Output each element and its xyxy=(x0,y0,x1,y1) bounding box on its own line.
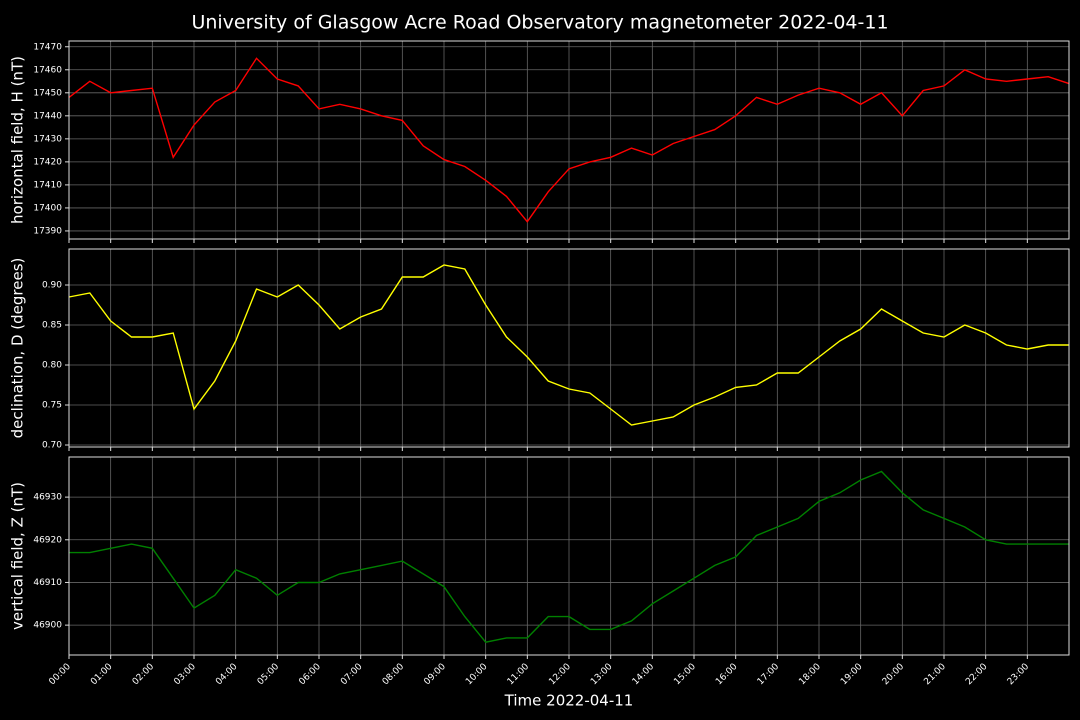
x-tick-label: 10:00 xyxy=(464,662,490,688)
data-line xyxy=(68,57,1070,223)
x-tick-label: 08:00 xyxy=(381,662,407,688)
x-tick-label: 16:00 xyxy=(714,662,740,688)
x-tick-label: 17:00 xyxy=(756,662,782,688)
y-tick-label: 17450 xyxy=(33,88,62,98)
x-tick-label: 00:00 xyxy=(47,662,73,688)
y-tick-label: 0.75 xyxy=(42,401,62,411)
x-tick-label: 07:00 xyxy=(339,662,365,688)
y-tick-label: 17470 xyxy=(33,42,62,52)
y-axis-label: vertical field, Z (nT) xyxy=(9,482,27,630)
x-tick-label: 23:00 xyxy=(1006,662,1032,688)
x-tick-label: 03:00 xyxy=(172,662,198,688)
x-tick-label: 09:00 xyxy=(422,662,448,688)
x-tick-label: 18:00 xyxy=(797,662,823,688)
y-axis-label: declination, D (degrees) xyxy=(9,258,27,439)
data-line xyxy=(69,470,1069,643)
data-line xyxy=(68,264,1069,426)
axes-frame xyxy=(68,456,1070,656)
x-tick-label: 01:00 xyxy=(89,662,115,688)
y-tick-label: 17400 xyxy=(33,203,62,213)
y-tick-label: 0.85 xyxy=(42,321,62,331)
y-tick-label: 0.70 xyxy=(42,441,62,451)
y-tick-label: 46930 xyxy=(33,493,62,503)
y-tick-label: 0.80 xyxy=(42,361,62,371)
x-tick-label: 11:00 xyxy=(506,662,532,688)
x-tick-label: 20:00 xyxy=(881,662,907,688)
y-tick-label: 17440 xyxy=(33,111,62,121)
y-tick-label: 46900 xyxy=(33,621,62,631)
y-tick-label: 46920 xyxy=(33,535,62,545)
y-axis-label: horizontal field, H (nT) xyxy=(9,56,27,224)
axes-frame xyxy=(68,40,1070,240)
x-tick-label: 05:00 xyxy=(256,662,282,688)
x-tick-label: 15:00 xyxy=(672,662,698,688)
x-tick-label: 14:00 xyxy=(631,662,657,688)
x-axis-label: Time 2022-04-11 xyxy=(504,692,634,710)
axes-frame xyxy=(68,248,1070,448)
x-tick-label: 02:00 xyxy=(131,662,157,688)
chart-title: University of Glasgow Acre Road Observat… xyxy=(191,12,888,34)
y-tick-label: 46910 xyxy=(33,578,62,588)
x-tick-label: 22:00 xyxy=(964,662,990,688)
y-tick-label: 17460 xyxy=(33,65,62,75)
x-tick-label: 06:00 xyxy=(297,662,323,688)
y-tick-label: 17410 xyxy=(33,180,62,190)
y-tick-label: 17390 xyxy=(33,226,62,236)
x-tick-label: 21:00 xyxy=(922,662,948,688)
x-tick-label: 19:00 xyxy=(839,662,865,688)
x-tick-label: 12:00 xyxy=(547,662,573,688)
x-tick-label: 13:00 xyxy=(589,662,615,688)
y-tick-label: 17430 xyxy=(33,134,62,144)
x-tick-label: 04:00 xyxy=(214,662,240,688)
y-tick-label: 0.90 xyxy=(42,281,62,291)
y-tick-label: 17420 xyxy=(33,157,62,167)
